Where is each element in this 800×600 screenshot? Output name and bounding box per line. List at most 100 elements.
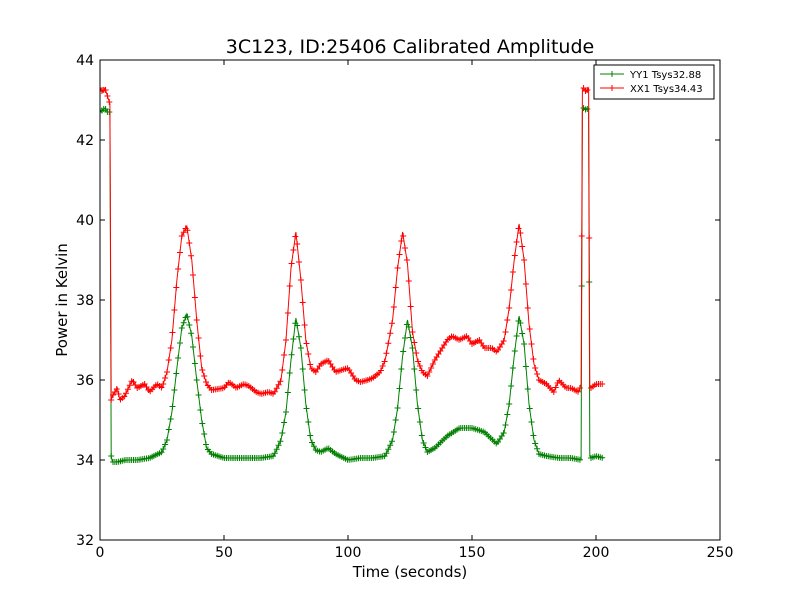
data-point-marker <box>121 393 128 400</box>
data-point-marker <box>383 450 390 457</box>
data-point-marker <box>502 422 509 428</box>
data-point-marker <box>426 369 433 375</box>
data-point-marker <box>521 257 528 263</box>
data-point-marker <box>190 272 196 278</box>
data-point-marker <box>164 369 170 375</box>
data-point-marker <box>178 233 185 239</box>
data-point-marker <box>197 407 204 413</box>
data-point-marker <box>277 378 284 385</box>
data-point-marker <box>403 257 410 263</box>
data-point-marker <box>407 303 414 310</box>
data-point-marker <box>519 330 526 337</box>
data-point-marker <box>115 391 122 397</box>
data-point-marker <box>521 341 528 347</box>
y-tick-label: 40 <box>76 213 94 229</box>
data-point-marker <box>299 366 306 372</box>
data-point-marker <box>113 386 120 392</box>
data-point-marker <box>190 344 196 350</box>
data-point-marker <box>201 431 208 437</box>
data-point-marker <box>550 389 557 395</box>
data-point-marker <box>524 386 531 392</box>
data-point-marker <box>396 251 403 258</box>
data-point-marker <box>509 269 516 275</box>
data-point-marker <box>515 225 522 232</box>
data-point-marker <box>283 337 289 343</box>
plot-area <box>100 85 606 465</box>
data-point-marker <box>420 440 427 446</box>
data-point-marker <box>584 106 591 112</box>
data-point-marker <box>524 305 531 311</box>
data-point-marker <box>197 353 204 359</box>
data-point-marker <box>511 348 518 354</box>
data-point-marker <box>519 243 526 250</box>
data-point-marker <box>126 382 133 389</box>
data-point-marker <box>165 357 172 363</box>
y-tick-label: 42 <box>76 133 94 149</box>
data-point-marker <box>297 345 304 351</box>
data-point-marker <box>162 375 169 381</box>
data-point-marker <box>392 417 399 423</box>
data-point-marker <box>576 385 583 391</box>
data-point-marker <box>599 454 606 461</box>
data-point-marker <box>526 326 533 332</box>
data-point-marker <box>385 446 392 453</box>
data-point-marker <box>394 265 401 271</box>
data-point-marker <box>599 381 606 387</box>
data-point-marker <box>299 299 306 306</box>
y-tick-label: 32 <box>76 533 94 549</box>
data-point-marker <box>158 449 165 456</box>
data-point-marker <box>199 420 206 427</box>
data-point-marker <box>422 444 429 451</box>
data-point-marker <box>415 358 422 365</box>
data-point-marker <box>294 322 301 329</box>
data-point-marker <box>309 439 315 446</box>
data-point-marker <box>409 329 416 335</box>
data-point-marker <box>292 233 299 240</box>
data-point-marker <box>534 445 541 452</box>
data-point-marker <box>167 416 174 422</box>
data-point-marker <box>106 109 113 115</box>
data-point-marker <box>396 385 403 392</box>
data-point-marker <box>281 419 288 426</box>
data-point-marker <box>296 333 302 340</box>
data-point-marker <box>534 371 541 377</box>
data-point-marker <box>288 351 295 358</box>
data-point-marker <box>310 443 317 450</box>
data-point-marker <box>277 438 284 445</box>
series-markers-0 <box>100 105 606 465</box>
data-point-marker <box>288 260 295 267</box>
data-point-marker <box>405 278 412 284</box>
data-point-marker <box>575 388 581 395</box>
data-point-marker <box>273 446 280 453</box>
data-point-marker <box>173 370 180 377</box>
data-point-marker <box>387 442 394 449</box>
data-point-marker <box>513 239 520 245</box>
data-point-marker <box>409 345 416 351</box>
data-point-marker <box>415 405 422 412</box>
legend-label-1: XX1 Tsys34.43 <box>630 84 703 95</box>
legend: YY1 Tsys32.88 XX1 Tsys34.43 <box>593 64 715 100</box>
y-tick-label: 38 <box>76 293 94 309</box>
data-point-marker <box>418 432 425 439</box>
y-tick-label: 36 <box>76 373 94 389</box>
data-point-marker <box>413 387 420 393</box>
data-point-marker <box>398 366 405 372</box>
data-point-marker <box>389 320 395 327</box>
data-point-marker <box>532 365 539 371</box>
data-point-marker <box>502 329 509 335</box>
data-point-marker <box>511 252 518 259</box>
data-point-marker <box>305 419 312 425</box>
data-point-marker <box>104 93 111 99</box>
x-tick-label: 150 <box>459 545 486 561</box>
data-point-marker <box>193 377 200 383</box>
data-point-marker <box>303 405 310 412</box>
data-point-marker <box>165 426 172 433</box>
data-point-marker <box>389 438 395 445</box>
y-tick-label: 34 <box>76 453 94 469</box>
data-point-marker <box>392 284 399 291</box>
data-point-marker <box>390 429 397 435</box>
data-point-marker <box>173 284 180 291</box>
data-point-marker <box>552 384 559 391</box>
data-point-marker <box>175 266 182 272</box>
